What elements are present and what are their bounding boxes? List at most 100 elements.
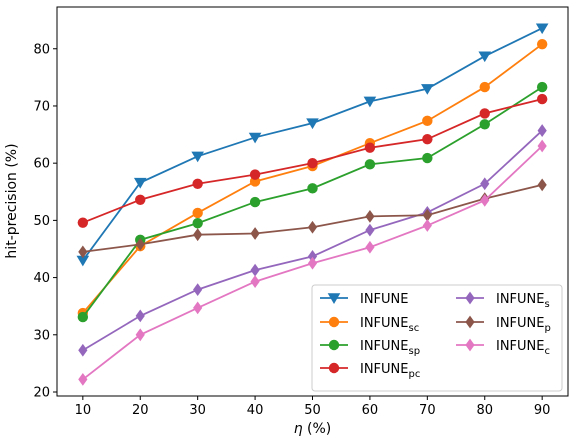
data-point: [248, 132, 262, 144]
data-point: [76, 255, 90, 267]
legend-item: INFUNEc: [456, 338, 550, 357]
legend-item: INFUNEs: [456, 291, 550, 310]
data-point: [191, 151, 204, 163]
data-point: [537, 139, 547, 153]
data-point: [535, 23, 549, 35]
data-point: [480, 177, 490, 191]
data-point: [307, 220, 318, 234]
y-axis: 20 30 40 50 60 70 80: [33, 42, 57, 400]
data-point: [536, 93, 548, 105]
legend-label: INFUNEpc: [360, 362, 420, 380]
data-point: [364, 142, 376, 153]
data-point: [364, 159, 376, 170]
data-point: [78, 373, 88, 386]
legend-marker: [465, 291, 475, 305]
data-point: [77, 311, 89, 323]
data-point: [133, 177, 147, 189]
data-point: [307, 250, 318, 263]
data-point: [135, 238, 145, 251]
legend-item: INFUNEp: [456, 315, 551, 334]
legend-label: INFUNEs: [496, 292, 550, 310]
data-point: [537, 178, 547, 192]
data-point: [193, 283, 203, 296]
x-axis-label-symbol: η: [294, 421, 303, 437]
legend-item: INFUNEsp: [320, 339, 420, 357]
x-axis: 10 20 30 40 50 60 70 80 90: [75, 396, 551, 418]
x-tick-label: 80: [476, 403, 493, 418]
legend-item: INFUNEsc: [320, 316, 419, 334]
data-point: [193, 228, 203, 242]
series-4: [78, 124, 547, 357]
x-tick-label: 70: [419, 403, 436, 418]
legend-label: INFUNEp: [496, 316, 551, 334]
legend-label: INFUNEc: [496, 339, 550, 357]
data-point: [249, 169, 261, 180]
x-tick-label: 10: [75, 403, 92, 418]
y-tick-label: 50: [33, 214, 50, 229]
series-3: [77, 93, 548, 228]
data-point: [250, 227, 260, 240]
data-point: [78, 343, 88, 357]
series-5: [78, 178, 547, 259]
y-tick-label: 60: [33, 157, 50, 172]
data-point: [537, 124, 547, 137]
legend-item: INFUNE: [320, 292, 409, 307]
series-line: [82, 43, 543, 314]
legend-marker: [465, 338, 475, 352]
x-tick-label: 40: [247, 403, 264, 418]
y-tick-label: 80: [33, 42, 50, 57]
data-point: [365, 223, 375, 237]
x-axis-label: η (%): [294, 421, 332, 437]
data-point: [135, 194, 146, 205]
x-tick-label: 30: [189, 403, 206, 418]
y-axis-label: hit-precision (%): [4, 143, 20, 258]
data-point: [480, 193, 490, 207]
data-point: [193, 301, 203, 315]
data-point: [422, 219, 432, 232]
legend-item: INFUNEpc: [320, 362, 420, 380]
data-point: [135, 309, 145, 323]
data-point: [192, 218, 203, 229]
legend: INFUNE INFUNEsc INFUNEsp INFUNEpc INFUNEs INF…: [311, 284, 563, 392]
legend-label: INFUNE: [360, 292, 409, 307]
data-point: [307, 183, 318, 194]
legend-marker: [465, 315, 475, 329]
data-point: [192, 178, 203, 189]
x-tick-label: 20: [132, 403, 149, 418]
data-point: [536, 81, 548, 93]
data-point: [365, 240, 375, 254]
y-tick-label: 40: [33, 271, 50, 286]
data-point: [479, 108, 490, 119]
data-point: [422, 133, 433, 145]
data-point: [306, 118, 319, 130]
legend-marker: [327, 293, 341, 304]
data-point: [422, 152, 433, 164]
data-point: [192, 207, 203, 219]
data-point: [478, 51, 492, 63]
data-point: [479, 119, 490, 130]
y-tick-label: 70: [33, 99, 50, 114]
data-point: [365, 209, 375, 223]
data-point: [422, 208, 432, 222]
x-tick-label: 60: [362, 403, 379, 418]
legend-marker: [328, 316, 340, 328]
plot-marks: [76, 23, 549, 386]
series-line: [82, 184, 543, 253]
legend-label: INFUNEsp: [360, 339, 420, 357]
data-point: [307, 157, 318, 169]
data-point: [479, 81, 490, 93]
data-point: [78, 245, 88, 259]
series-0: [76, 23, 549, 267]
data-point: [421, 84, 434, 95]
data-point: [363, 96, 377, 108]
legend-label: INFUNEsc: [360, 316, 419, 334]
legend-frame: [311, 284, 563, 392]
x-tick-label: 90: [534, 403, 551, 418]
series-6: [78, 139, 547, 386]
y-tick-label: 20: [33, 385, 50, 400]
data-point: [135, 328, 145, 342]
data-point: [250, 263, 260, 277]
data-point: [307, 256, 318, 270]
legend-marker: [328, 339, 340, 351]
